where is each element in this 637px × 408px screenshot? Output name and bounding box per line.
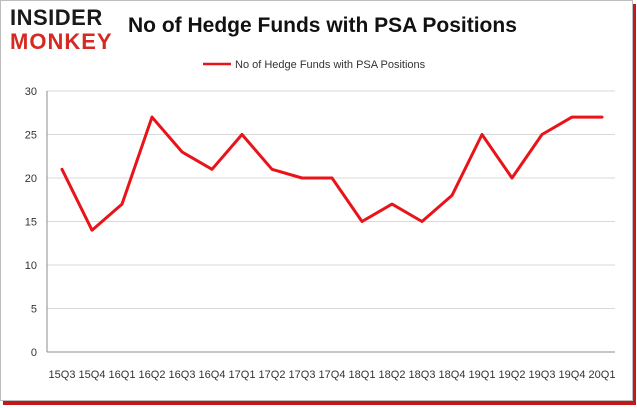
y-tick-label: 15 [25, 217, 37, 229]
y-tick-label: 25 [25, 130, 37, 142]
insider-monkey-logo: INSIDER MONKEY [10, 7, 118, 55]
y-tick-label: 30 [25, 86, 37, 98]
x-tick-label: 18Q4 [439, 369, 466, 381]
x-tick-label: 16Q2 [139, 369, 166, 381]
data-point [60, 168, 64, 171]
data-point [570, 115, 574, 119]
data-point [330, 176, 334, 180]
data-point [540, 133, 544, 136]
x-tick-label: 17Q2 [259, 369, 286, 381]
data-point [360, 220, 364, 223]
data-point [120, 202, 124, 206]
logo-line-1: INSIDER [10, 5, 103, 30]
legend-label: No of Hedge Funds with PSA Positions [235, 59, 426, 71]
logo-line-2: MONKEY [10, 29, 113, 54]
data-point [600, 115, 604, 119]
data-point [420, 220, 424, 223]
y-tick-label: 10 [25, 260, 37, 272]
y-tick-label: 20 [25, 173, 37, 185]
x-tick-label: 18Q2 [379, 369, 406, 381]
x-tick-label: 16Q1 [109, 369, 136, 381]
y-tick-label: 5 [31, 304, 37, 316]
data-point [150, 115, 154, 119]
x-tick-label: 19Q4 [559, 369, 586, 381]
data-point [210, 168, 214, 171]
chart-frame [0, 0, 633, 401]
data-point [270, 168, 274, 171]
gridlines [47, 90, 615, 309]
data-point [480, 133, 484, 136]
x-axis: 15Q3 15Q4 16Q1 16Q2 16Q3 16Q4 17Q1 17Q2 17Q3 17Q4… [47, 351, 616, 381]
x-tick-label: 19Q2 [499, 369, 526, 381]
data-point [240, 133, 244, 136]
x-tick-label: 16Q3 [169, 369, 196, 381]
y-tick-label: 0 [31, 347, 37, 359]
x-tick-label: 17Q4 [319, 369, 346, 381]
y-axis: 0 5 10 15 20 25 30 [25, 86, 48, 359]
x-tick-label: 15Q3 [49, 369, 76, 381]
x-tick-label: 15Q4 [79, 369, 106, 381]
legend: No of Hedge Funds with PSA Positions [203, 59, 426, 71]
x-tick-label: 17Q3 [289, 369, 316, 381]
series-layer [60, 115, 604, 232]
x-tick-label: 17Q1 [229, 369, 256, 381]
x-tick-label: 18Q3 [409, 369, 436, 381]
x-tick-label: 18Q1 [349, 369, 376, 381]
x-tick-label: 19Q1 [469, 369, 496, 381]
data-point [90, 229, 94, 232]
chart-title: No of Hedge Funds with PSA Positions [128, 14, 517, 37]
x-tick-label: 19Q3 [529, 369, 556, 381]
data-point [510, 176, 514, 180]
x-tick-label: 16Q4 [199, 369, 226, 381]
data-point [450, 194, 454, 197]
x-tick-label: 20Q1 [589, 369, 616, 381]
data-point [180, 150, 184, 154]
data-point [390, 202, 394, 206]
data-point [300, 176, 304, 180]
